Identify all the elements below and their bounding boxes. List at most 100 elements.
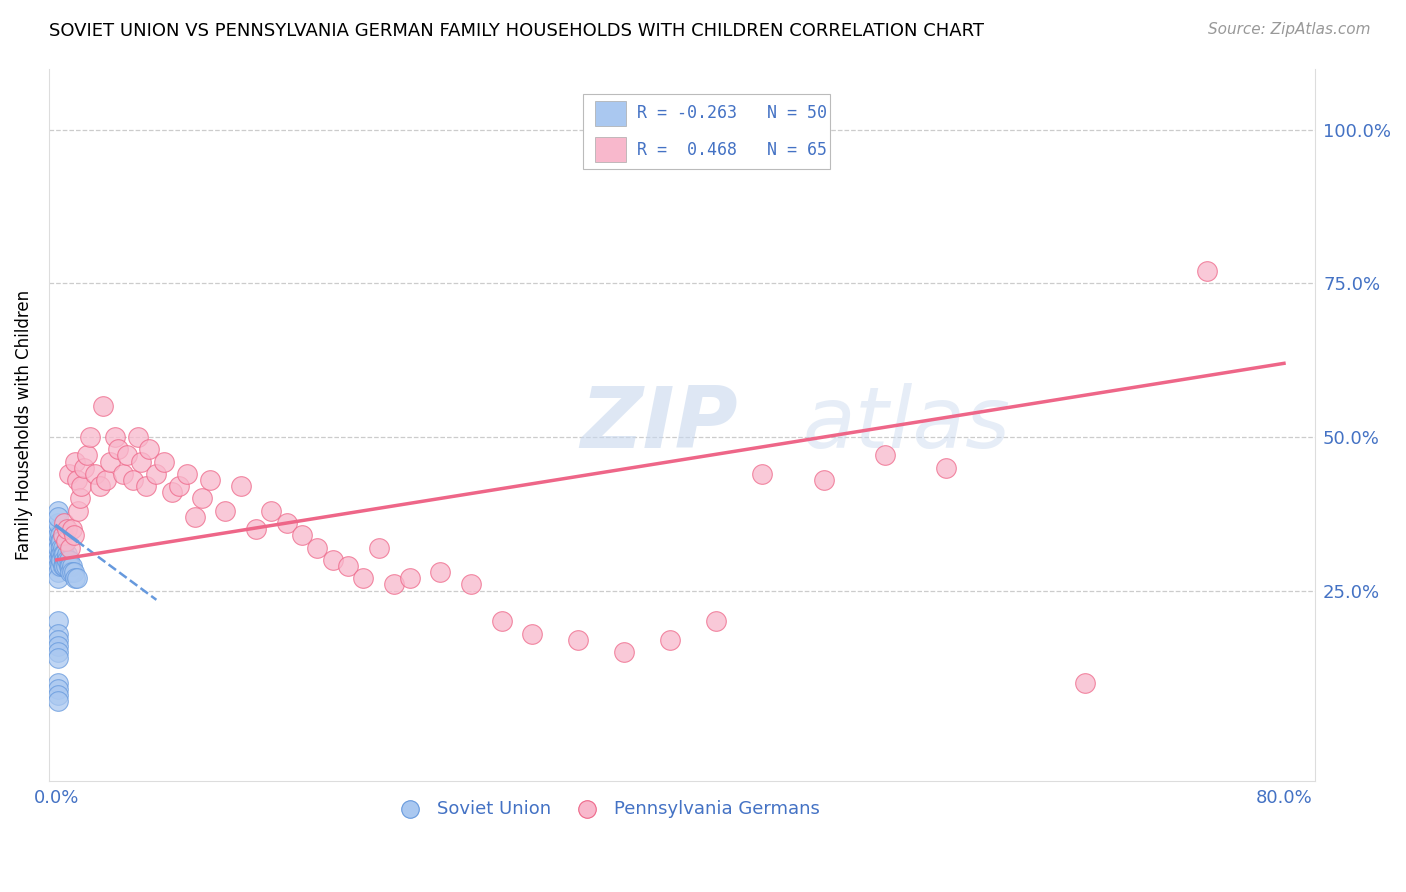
Point <box>1073 675 1095 690</box>
Point <box>52 547 75 561</box>
Point <box>51 553 73 567</box>
Point <box>169 479 191 493</box>
Point <box>62 565 84 579</box>
Point <box>48 553 70 567</box>
Point <box>115 449 138 463</box>
Point <box>52 541 75 555</box>
Point <box>59 565 82 579</box>
Point <box>69 491 91 506</box>
Point <box>51 547 73 561</box>
Point <box>813 473 835 487</box>
Point <box>65 571 87 585</box>
Point <box>48 528 70 542</box>
Point <box>46 639 69 653</box>
Point <box>122 473 145 487</box>
Point <box>875 449 897 463</box>
Point <box>183 509 205 524</box>
Point <box>382 577 405 591</box>
Point <box>46 571 69 585</box>
Point <box>84 467 107 481</box>
Point <box>53 553 76 567</box>
Point <box>429 565 451 579</box>
Point <box>56 522 79 536</box>
Point <box>56 547 79 561</box>
Point <box>491 615 513 629</box>
Point <box>46 559 69 574</box>
Point <box>145 467 167 481</box>
Text: R = -0.263   N = 50: R = -0.263 N = 50 <box>637 104 827 122</box>
Point <box>46 547 69 561</box>
Point <box>229 479 252 493</box>
Point <box>191 491 214 506</box>
Point <box>58 467 80 481</box>
Point <box>58 559 80 574</box>
Point <box>46 541 69 555</box>
Point <box>65 473 87 487</box>
Point <box>55 534 77 549</box>
Point <box>46 528 69 542</box>
Point <box>62 528 84 542</box>
Point <box>291 528 314 542</box>
Point <box>107 442 129 457</box>
Point <box>48 559 70 574</box>
Point <box>111 467 134 481</box>
Point <box>46 651 69 665</box>
Point <box>48 534 70 549</box>
Point <box>56 553 79 567</box>
Point <box>46 681 69 696</box>
Text: Source: ZipAtlas.com: Source: ZipAtlas.com <box>1208 22 1371 37</box>
Point <box>55 559 77 574</box>
Point <box>46 694 69 708</box>
Point <box>46 534 69 549</box>
Point <box>48 547 70 561</box>
Point <box>67 504 90 518</box>
Point <box>522 626 544 640</box>
Point <box>567 632 589 647</box>
Point <box>135 479 157 493</box>
Point <box>138 442 160 457</box>
Point <box>322 553 344 567</box>
Point <box>704 615 727 629</box>
Text: SOVIET UNION VS PENNSYLVANIA GERMAN FAMILY HOUSEHOLDS WITH CHILDREN CORRELATION : SOVIET UNION VS PENNSYLVANIA GERMAN FAMI… <box>49 22 984 40</box>
Point <box>91 400 114 414</box>
Point <box>51 541 73 555</box>
Point <box>59 541 82 555</box>
Point <box>153 454 176 468</box>
Point <box>46 565 69 579</box>
Point <box>52 528 75 542</box>
Point <box>46 522 69 536</box>
Point <box>751 467 773 481</box>
Point <box>98 454 121 468</box>
Point <box>659 632 682 647</box>
Point <box>1197 264 1219 278</box>
Point <box>104 430 127 444</box>
Point <box>63 571 86 585</box>
Point <box>46 553 69 567</box>
Point <box>53 516 76 530</box>
Text: R =  0.468   N = 65: R = 0.468 N = 65 <box>637 141 827 159</box>
Point <box>58 553 80 567</box>
Point <box>129 454 152 468</box>
Point <box>63 454 86 468</box>
Point <box>76 449 98 463</box>
Point <box>337 559 360 574</box>
Point <box>353 571 375 585</box>
Point <box>94 473 117 487</box>
Text: ZIP: ZIP <box>581 384 738 467</box>
Point <box>59 559 82 574</box>
Point <box>398 571 420 585</box>
Point <box>46 688 69 702</box>
Point <box>176 467 198 481</box>
Point <box>214 504 236 518</box>
Point <box>89 479 111 493</box>
Point <box>160 485 183 500</box>
Point <box>60 565 83 579</box>
Point <box>46 675 69 690</box>
Point <box>53 559 76 574</box>
Point <box>245 522 267 536</box>
Point <box>46 645 69 659</box>
Point <box>198 473 221 487</box>
Point <box>46 509 69 524</box>
Point <box>367 541 389 555</box>
Point <box>260 504 283 518</box>
